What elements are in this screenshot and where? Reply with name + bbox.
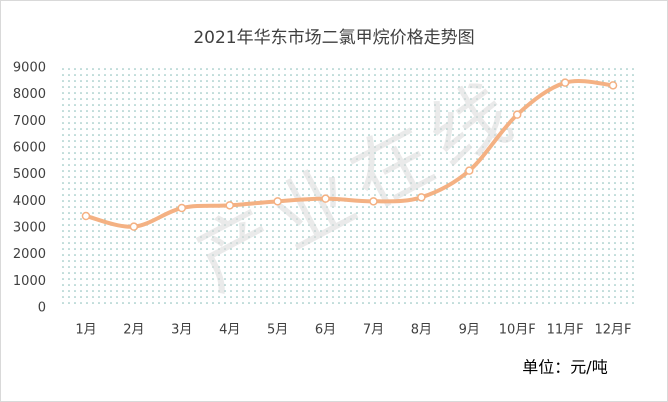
- y-tick-label: 3000: [13, 221, 46, 236]
- y-tick-label: 2000: [13, 247, 46, 262]
- marker: [512, 110, 522, 119]
- y-tick-label: 8000: [13, 87, 46, 102]
- x-tick-label: 12月F: [595, 323, 632, 338]
- marker: [177, 203, 187, 213]
- x-tick-label: 3月: [171, 323, 192, 338]
- marker: [129, 222, 139, 231]
- y-tick-label: 9000: [13, 61, 46, 76]
- marker: [369, 197, 378, 206]
- marker: [417, 193, 426, 202]
- x-tick-label: 9月: [459, 323, 480, 338]
- x-tick-label: 2月: [123, 323, 144, 338]
- marker: [560, 78, 570, 87]
- y-tick-label: 0: [38, 301, 46, 316]
- marker: [608, 81, 618, 90]
- x-tick-label: 11月F: [547, 323, 584, 338]
- marker: [81, 211, 91, 221]
- y-tick-label: 6000: [13, 141, 46, 156]
- y-tick-label: 5000: [13, 167, 46, 182]
- marker: [225, 201, 234, 210]
- x-tick-label: 6月: [315, 323, 336, 338]
- chart-title: 2021年华东市场二氯甲烷价格走势图: [193, 28, 474, 48]
- y-tick-label: 4000: [13, 194, 46, 209]
- y-tick-label: 7000: [13, 114, 46, 129]
- x-tick-label: 4月: [219, 323, 240, 338]
- x-tick-label: 1月: [75, 323, 96, 338]
- x-tick-label: 7月: [363, 323, 384, 338]
- marker: [321, 194, 330, 203]
- y-tick-label: 1000: [13, 274, 46, 289]
- x-tick-label: 8月: [411, 323, 432, 338]
- x-tick-label: 10月F: [499, 323, 536, 338]
- x-tick-label: 5月: [267, 323, 288, 338]
- plot-area: [62, 68, 637, 308]
- unit-label: 单位：元/吨: [522, 358, 607, 377]
- marker: [465, 166, 474, 175]
- marker: [273, 197, 282, 206]
